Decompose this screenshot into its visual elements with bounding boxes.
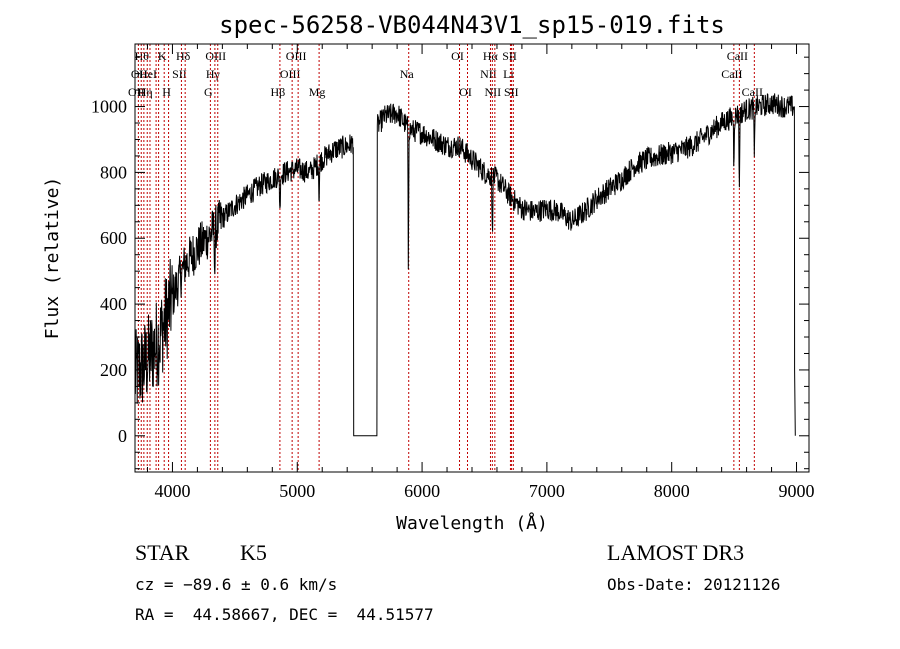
x-axis-label: Wavelength (Å) <box>396 512 548 534</box>
emission-line-markers: OIIHθOIIHηHeIKHSIIHδGHγOIIIHβOIIIOIIIMgN… <box>128 44 763 472</box>
obs-date: Obs-Date: 20121126 <box>607 575 780 594</box>
marker-label: OI <box>459 85 472 99</box>
plot-frame <box>134 43 810 473</box>
x-tick-label: 5000 <box>279 481 315 501</box>
marker-label: OII <box>128 85 145 99</box>
marker-label: Hβ <box>271 85 286 99</box>
marker-label: Hα <box>483 49 499 63</box>
marker-label: SII <box>504 85 519 99</box>
marker-label: Hδ <box>176 49 191 63</box>
marker-label: CaII <box>727 49 748 63</box>
redshift-value: cz = −89.6 ± 0.6 km/s <box>135 575 337 594</box>
y-tick-label: 800 <box>100 162 127 182</box>
y-tick-label: 200 <box>100 360 127 380</box>
marker-label: H <box>162 85 171 99</box>
marker-label: Li <box>503 67 514 81</box>
x-tick-label: 8000 <box>654 481 690 501</box>
coordinates: RA = 44.58667, DEC = 44.51577 <box>135 605 434 624</box>
x-tick-label: 9000 <box>779 481 815 501</box>
x-tick-label: 7000 <box>529 481 565 501</box>
marker-label: Hθ <box>135 49 150 63</box>
object-class: STAR <box>135 540 190 565</box>
x-axis: 4000 5000 6000 7000 8000 9000 <box>146 44 815 501</box>
y-tick-label: 0 <box>118 426 127 446</box>
marker-label: SII <box>172 67 187 81</box>
marker-label: CaII <box>721 67 742 81</box>
marker-label: Hγ <box>206 67 221 81</box>
y-tick-label: 1000 <box>91 97 127 117</box>
marker-label: Hη <box>138 85 153 99</box>
marker-label: SII <box>502 49 517 63</box>
marker-label: K <box>158 49 167 63</box>
y-tick-label: 600 <box>100 228 127 248</box>
object-subclass: K5 <box>240 540 267 565</box>
marker-label: CaII <box>742 85 763 99</box>
x-tick-label: 4000 <box>154 481 190 501</box>
marker-label: OIII <box>286 49 307 63</box>
x-tick-label: 6000 <box>404 481 440 501</box>
survey-name: LAMOST DR3 <box>607 540 744 565</box>
marker-label: OI <box>451 49 464 63</box>
marker-label: OIII <box>205 49 226 63</box>
marker-label: Mg <box>309 85 326 99</box>
marker-label: Na <box>400 67 415 81</box>
marker-label: NII <box>480 67 497 81</box>
marker-label: OIII <box>280 67 301 81</box>
marker-label: NII <box>485 85 502 99</box>
y-axis: 0 200 400 600 800 1000 <box>91 56 809 470</box>
spectrum-line <box>134 93 796 437</box>
y-tick-label: 400 <box>100 294 127 314</box>
marker-label: G <box>204 85 213 99</box>
marker-label: HeI <box>139 67 157 81</box>
y-axis-label: Flux (relative) <box>42 177 63 340</box>
chart-title: spec-56258-VB044N43V1_sp15-019.fits <box>219 11 725 39</box>
